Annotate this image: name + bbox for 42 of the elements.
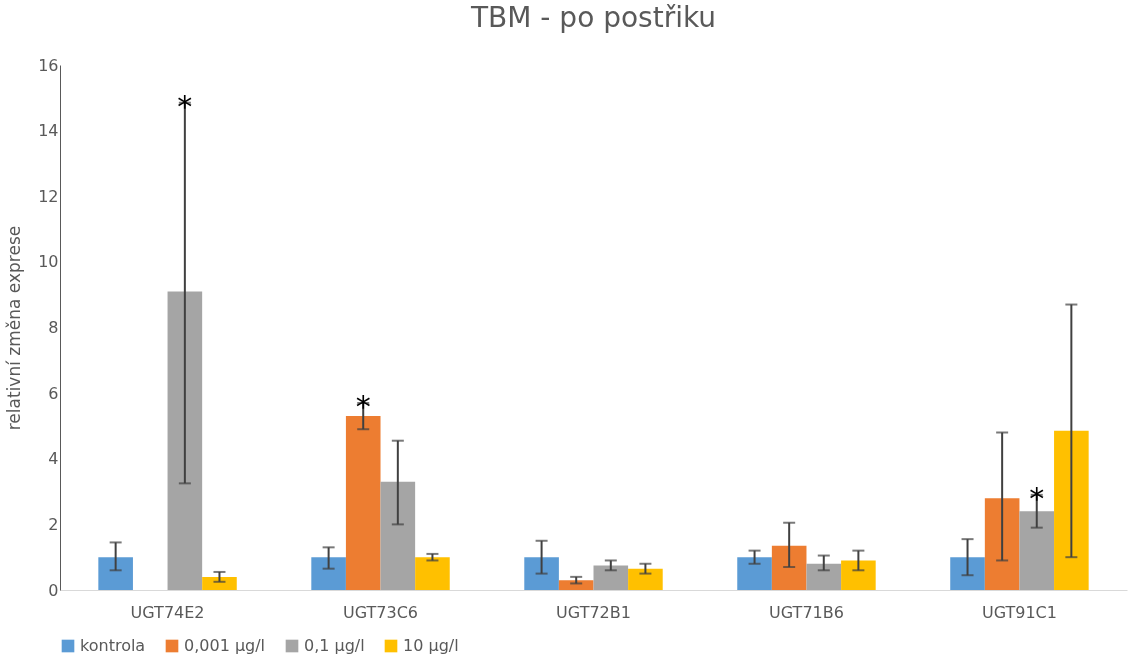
- y-tick-label: 0: [48, 580, 59, 600]
- legend-label: 0,001 µg/l: [184, 636, 266, 655]
- bar: [524, 557, 559, 590]
- bar: [737, 557, 772, 590]
- y-tick-label: 4: [48, 449, 59, 469]
- bar: [950, 557, 985, 590]
- legend-label: 10 µg/l: [403, 636, 459, 655]
- bar: [1019, 511, 1055, 590]
- bar: [558, 580, 594, 590]
- bar: [98, 557, 133, 590]
- annotation: *: [355, 388, 371, 424]
- y-tick-label: 14: [38, 121, 59, 141]
- legend-label: 0,1 µg/l: [304, 636, 365, 655]
- y-tick-label: 10: [38, 252, 59, 272]
- annotation: *: [177, 88, 193, 124]
- y-axis-title: relativní změna exprese: [4, 225, 25, 431]
- bar: [167, 291, 203, 590]
- bar: [841, 560, 876, 590]
- bar: [806, 563, 842, 590]
- annotation: *: [1029, 480, 1045, 516]
- legend-label: kontrola: [80, 636, 146, 655]
- bar: [202, 576, 237, 590]
- bar: [984, 498, 1020, 590]
- bar: [628, 568, 663, 590]
- y-tick-label: 8: [48, 318, 59, 337]
- bar: [311, 557, 346, 590]
- chart-title: TBM - po postřiku: [469, 1, 717, 34]
- y-tick-label: 16: [38, 55, 59, 75]
- x-tick-label: UGT73C6: [343, 602, 419, 622]
- x-tick-label: UGT71B6: [769, 602, 844, 622]
- x-tick-label: UGT72B1: [556, 602, 631, 622]
- bar: [593, 565, 629, 590]
- bar: [1054, 430, 1089, 590]
- x-tick-label: UGT74E2: [130, 602, 205, 622]
- y-tick-label: 2: [48, 514, 59, 534]
- bar: [380, 481, 416, 590]
- x-tick-label: UGT91C1: [981, 602, 1057, 622]
- bar: [415, 557, 450, 590]
- bar: [345, 416, 381, 590]
- bar: [771, 545, 807, 590]
- y-tick-label: 12: [38, 186, 59, 206]
- y-tick-label: 6: [48, 383, 59, 403]
